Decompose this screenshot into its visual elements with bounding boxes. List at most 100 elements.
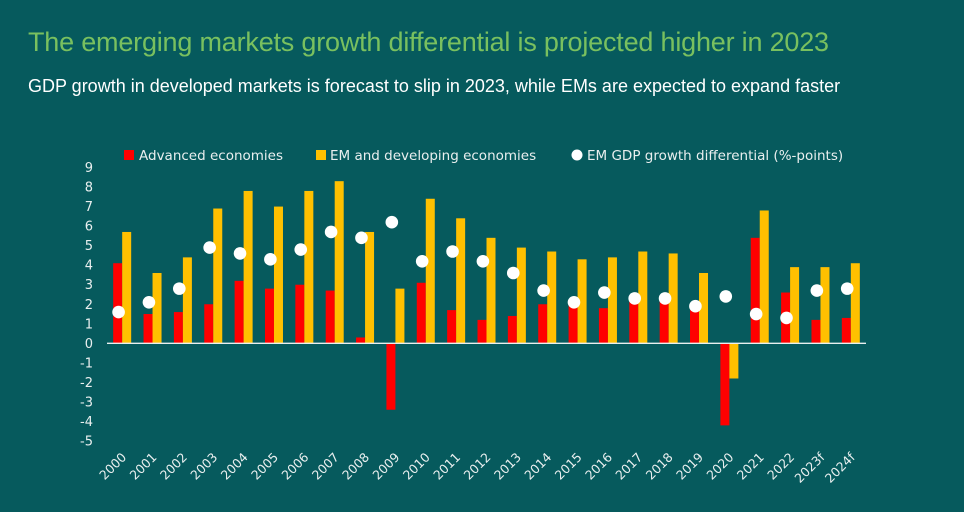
bar-advanced — [234, 280, 244, 344]
y-tick-label: -5 — [80, 435, 93, 450]
bar-advanced — [538, 304, 548, 344]
differential-marker — [415, 254, 429, 268]
bar-em — [213, 208, 223, 344]
x-tick-label: 2020 — [703, 449, 736, 482]
bar-advanced — [325, 290, 335, 344]
bar-em — [122, 231, 132, 344]
bar-advanced — [143, 314, 153, 344]
bar-em — [395, 288, 405, 344]
y-tick-label: 3 — [85, 278, 93, 293]
bar-advanced — [568, 300, 578, 344]
bar-em — [334, 181, 344, 344]
x-tick-label: 2021 — [734, 450, 767, 483]
x-tick-label: 2009 — [369, 449, 402, 482]
bar-em — [577, 259, 587, 344]
bar-em — [365, 231, 375, 344]
differential-marker — [112, 305, 125, 319]
x-tick-label: 2010 — [400, 449, 433, 482]
x-tick-label: 2000 — [96, 449, 129, 482]
bar-advanced — [750, 237, 760, 344]
differential-marker — [749, 307, 763, 321]
differential-marker — [689, 299, 702, 313]
bar-em — [668, 253, 678, 344]
differential-marker — [233, 247, 247, 260]
bar-em — [699, 272, 709, 344]
bar-advanced — [841, 317, 851, 344]
bar-em — [486, 237, 496, 344]
x-tick-label: 2017 — [612, 450, 645, 483]
x-tick-label: 2005 — [248, 450, 281, 483]
differential-marker — [658, 292, 672, 305]
bar-em — [304, 190, 314, 344]
differential-marker — [628, 292, 641, 305]
x-tick-label: 2014 — [521, 449, 554, 482]
x-tick-label: 2024f — [822, 449, 859, 486]
bar-advanced — [356, 337, 366, 344]
legend: Advanced economies EM and developing eco… — [124, 148, 843, 164]
legend-marker-differential — [571, 149, 583, 161]
y-tick-label: 7 — [85, 200, 93, 215]
bar-advanced — [173, 312, 183, 344]
x-tick-label: 2018 — [643, 449, 676, 482]
x-tick-label: 2022 — [764, 450, 797, 483]
bar-em — [273, 206, 283, 344]
legend-swatch-em — [316, 150, 326, 160]
x-tick-label: 2007 — [309, 450, 342, 483]
y-tick-label: 1 — [85, 317, 93, 332]
bar-em — [638, 251, 648, 344]
differential-marker — [719, 290, 733, 303]
chart-subtitle: GDP growth in developed markets is forec… — [28, 76, 841, 96]
differential-marker — [324, 225, 338, 239]
differential-marker — [446, 245, 459, 258]
differential-marker — [506, 266, 520, 280]
x-tick-label: 2012 — [461, 450, 494, 483]
bar-advanced — [477, 319, 487, 344]
bar-em — [182, 257, 192, 344]
bar-em — [152, 272, 162, 344]
bar-advanced — [113, 263, 123, 344]
differential-marker — [203, 241, 216, 254]
bar-advanced — [386, 343, 396, 410]
y-axis: 9 8 7 6 5 4 3 2 1 0 -1 -2 -3 -4 -5 — [80, 161, 93, 450]
differential-marker — [264, 253, 277, 266]
legend-label-advanced: Advanced economies — [139, 148, 283, 164]
bar-advanced — [507, 315, 517, 344]
y-tick-label: 4 — [85, 259, 93, 274]
differential-marker — [537, 284, 550, 297]
bar-em — [456, 218, 466, 344]
y-tick-label: 9 — [85, 161, 93, 176]
bar-advanced — [598, 308, 608, 344]
bar-em — [425, 198, 435, 344]
x-tick-label: 2016 — [582, 449, 615, 482]
bar-em — [759, 210, 769, 344]
x-tick-label: 2011 — [430, 450, 463, 483]
differential-marker — [385, 215, 399, 229]
bar-advanced — [447, 310, 457, 344]
differential-markers — [112, 215, 854, 325]
legend-swatch-advanced — [124, 150, 134, 160]
bar-advanced — [690, 310, 700, 344]
differential-marker — [780, 311, 793, 325]
x-tick-label: 2013 — [491, 450, 524, 483]
bar-advanced — [720, 343, 730, 426]
bar-em — [243, 190, 253, 344]
bar-advanced — [659, 300, 669, 344]
legend-label-em: EM and developing economies — [330, 148, 536, 164]
x-tick-label: 2004 — [218, 449, 251, 482]
differential-marker — [810, 284, 824, 297]
bar-advanced — [416, 282, 426, 344]
x-tick-label: 2001 — [127, 450, 160, 483]
y-tick-label: -1 — [80, 356, 93, 371]
y-tick-label: 0 — [85, 337, 93, 352]
differential-marker — [567, 295, 581, 309]
chart-title: The emerging markets growth differential… — [28, 27, 829, 57]
bar-advanced — [629, 296, 639, 344]
x-tick-label: 2002 — [157, 450, 190, 483]
bar-advanced — [204, 304, 214, 344]
differential-marker — [840, 282, 854, 295]
x-tick-label: 2019 — [673, 449, 706, 482]
bars — [113, 181, 860, 426]
differential-marker — [355, 231, 368, 245]
bar-em — [820, 267, 830, 344]
